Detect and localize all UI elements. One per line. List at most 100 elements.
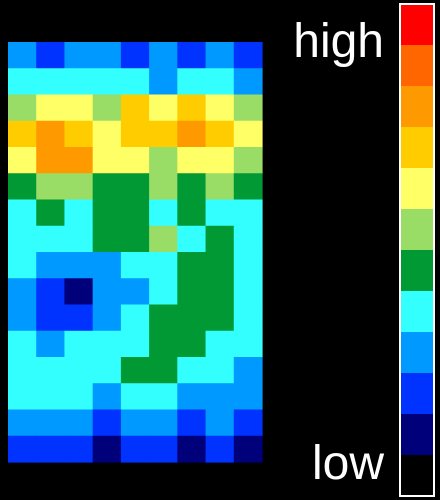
heatmap-cell xyxy=(233,252,263,279)
heatmap-cell xyxy=(205,199,235,227)
heatmap-cell xyxy=(8,409,37,437)
heatmap-cell xyxy=(177,120,207,148)
heatmap-cell xyxy=(36,330,66,358)
heatmap-cell xyxy=(64,278,94,306)
heatmap-cell xyxy=(205,304,235,332)
heatmap-cell xyxy=(205,94,235,122)
heatmap-cell xyxy=(36,435,66,463)
heatmap-cell xyxy=(36,278,66,306)
heatmap-cell xyxy=(92,357,122,384)
heatmap-cell xyxy=(149,120,178,148)
heatmap-cell xyxy=(64,225,94,253)
heatmap-cell xyxy=(120,147,150,174)
heatmap-cell xyxy=(205,357,235,384)
heatmap-cell xyxy=(64,42,94,69)
heatmap-cell xyxy=(120,435,150,463)
heatmap-cell xyxy=(233,147,263,174)
heatmap-cell xyxy=(92,278,122,306)
heatmap-cell xyxy=(149,173,178,201)
colorbar-swatch xyxy=(400,373,434,415)
heatmap-cell xyxy=(149,357,178,384)
heatmap-cell xyxy=(120,330,150,358)
heatmap-cell xyxy=(8,225,37,253)
heatmap-cell xyxy=(233,304,263,332)
heatmap-cell xyxy=(36,383,66,411)
heatmap-cell xyxy=(120,173,150,201)
heatmap-cell xyxy=(8,147,37,174)
colorbar-swatch xyxy=(400,414,434,456)
heatmap-cell xyxy=(205,252,235,279)
heatmap-cell xyxy=(120,199,150,227)
heatmap-cell xyxy=(233,330,263,358)
heatmap-cell xyxy=(36,42,66,69)
heatmap-cell xyxy=(149,42,178,69)
heatmap-cell xyxy=(64,252,94,279)
heatmap-cell xyxy=(149,435,178,463)
heatmap-cell xyxy=(92,383,122,411)
heatmap-cell xyxy=(92,42,122,69)
heatmap-cell xyxy=(36,409,66,437)
heatmap-cell xyxy=(177,147,207,174)
colorbar-swatch xyxy=(400,86,434,128)
heatmap-cell xyxy=(120,278,150,306)
heatmap-cell xyxy=(177,435,207,463)
heatmap-cell xyxy=(205,435,235,463)
heatmap-cell xyxy=(8,383,37,411)
heatmap-cell xyxy=(36,147,66,174)
heatmap-cell xyxy=(92,147,122,174)
heatmap-cell xyxy=(8,42,37,69)
heatmap-cell xyxy=(92,330,122,358)
heatmap-cell xyxy=(233,120,263,148)
heatmap-cell xyxy=(64,94,94,122)
heatmap-cell xyxy=(92,94,122,122)
heatmap-cell xyxy=(177,94,207,122)
heatmap-cell xyxy=(120,304,150,332)
heatmap-cell xyxy=(120,357,150,384)
heatmap-cell xyxy=(64,409,94,437)
heatmap-cell xyxy=(36,94,66,122)
colorbar xyxy=(399,3,435,497)
heatmap-cell xyxy=(92,435,122,463)
heatmap-cell xyxy=(149,278,178,306)
heatmap-cell xyxy=(36,173,66,201)
heatmap-cell xyxy=(149,409,178,437)
heatmap-cell xyxy=(205,225,235,253)
heatmap-cell xyxy=(177,357,207,384)
heatmap-cell xyxy=(205,68,235,96)
heatmap-cell xyxy=(120,68,150,96)
heatmap-cell xyxy=(36,68,66,96)
heatmap-cell xyxy=(8,304,37,332)
colorbar-high-label: high xyxy=(293,15,384,68)
colorbar-swatch xyxy=(400,127,434,169)
heatmap-cell xyxy=(64,173,94,201)
heatmap-cell xyxy=(120,383,150,411)
heatmap-cell xyxy=(64,435,94,463)
heatmap-cell xyxy=(120,42,150,69)
heatmap-cell xyxy=(177,68,207,96)
colorbar-border xyxy=(399,3,435,497)
heatmap-cell xyxy=(149,304,178,332)
heatmap-cell xyxy=(149,252,178,279)
heatmap-cell xyxy=(205,330,235,358)
heatmap-cell xyxy=(8,357,37,384)
heatmap-cell xyxy=(233,42,263,69)
heatmap-cell xyxy=(205,42,235,69)
heatmap-cell xyxy=(8,173,37,201)
heatmap-cell xyxy=(233,199,263,227)
heatmap-cell xyxy=(36,304,66,332)
heatmap-cell xyxy=(64,330,94,358)
colorbar-swatch xyxy=(400,45,434,87)
heatmap-cell xyxy=(177,173,207,201)
heatmap-cell xyxy=(64,357,94,384)
colorbar-swatch xyxy=(400,291,434,333)
colorbar-swatch xyxy=(400,168,434,210)
colorbar-swatch xyxy=(400,4,434,46)
heatmap-cell xyxy=(205,147,235,174)
heatmap-cell xyxy=(8,252,37,279)
heatmap-cell xyxy=(36,225,66,253)
heatmap-cell xyxy=(92,173,122,201)
heatmap-cell xyxy=(36,120,66,148)
heatmap-cell xyxy=(120,225,150,253)
heatmap-cell xyxy=(8,435,37,463)
